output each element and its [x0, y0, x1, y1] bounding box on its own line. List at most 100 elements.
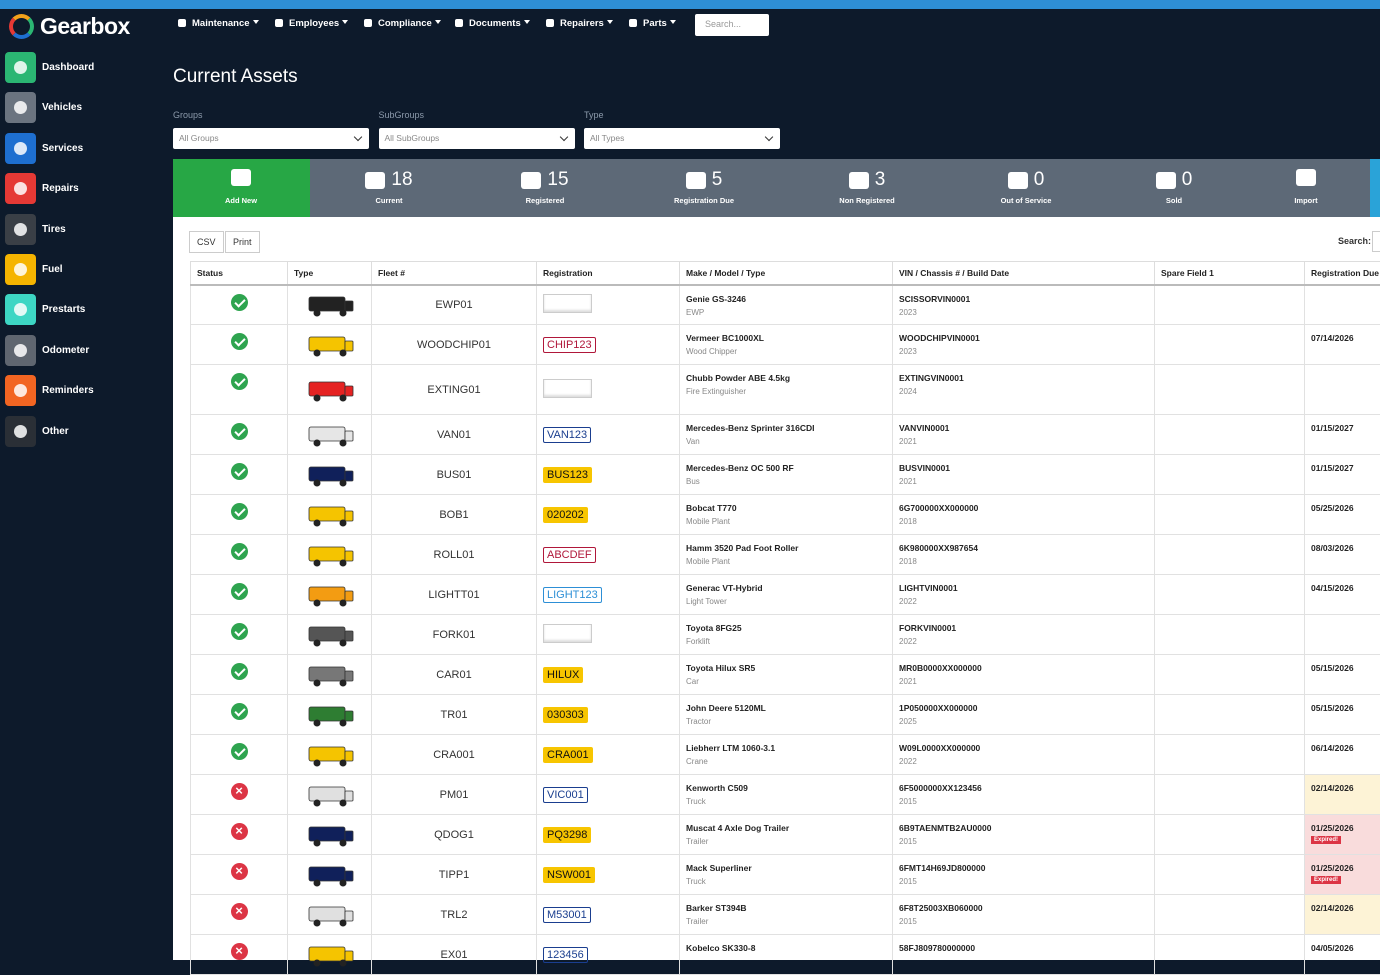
nav-item[interactable]: Parts: [629, 18, 676, 29]
nav-label: Repairers: [560, 18, 604, 29]
status-icon: [231, 823, 248, 840]
registration-plate: VAN123: [543, 427, 591, 443]
stat-label: Add New: [166, 196, 316, 205]
column-header[interactable]: Status: [191, 262, 288, 285]
nav-item[interactable]: Employees: [275, 18, 348, 29]
column-header[interactable]: Fleet #: [372, 262, 537, 285]
column-header[interactable]: Registration: [537, 262, 680, 285]
vin: 6FMT14H69JD800000: [899, 863, 1148, 873]
fleet-number: EXTING01: [372, 365, 537, 415]
registration-plate: 123456: [543, 947, 588, 963]
brand: Gearbox: [40, 13, 130, 40]
sidebar-item[interactable]: Odometer: [5, 335, 165, 366]
stat-top: 15: [470, 169, 620, 191]
table-button[interactable]: Print: [225, 231, 260, 253]
spare-field: [1155, 895, 1305, 935]
stat-count: 18: [391, 169, 412, 190]
status-cell: [191, 615, 288, 655]
sidebar-item[interactable]: Fuel: [5, 254, 165, 285]
sidebar-item[interactable]: Dashboard: [5, 52, 165, 83]
fleet-number: CRA001: [372, 735, 537, 775]
column-header[interactable]: Type: [288, 262, 372, 285]
sidebar-item[interactable]: Tires: [5, 214, 165, 245]
nav-item[interactable]: Documents: [455, 18, 530, 29]
column-header[interactable]: VIN / Chassis # / Build Date: [893, 262, 1155, 285]
due-date: 01/15/2027: [1311, 463, 1380, 473]
stat-icon: [1156, 172, 1176, 189]
filter-select[interactable]: All Types: [584, 128, 780, 149]
type-icon: [301, 539, 359, 569]
column-header[interactable]: Registration Due: [1305, 262, 1380, 285]
registration-cell: HILUX: [537, 655, 680, 695]
sidebar-icon: [5, 335, 36, 366]
sidebar-item[interactable]: Repairs: [5, 173, 165, 204]
nav-item[interactable]: Repairers: [546, 18, 613, 29]
stat-count: 0: [1182, 169, 1193, 190]
type-icon: [301, 939, 359, 969]
vin: BUSVIN0001: [899, 463, 1148, 473]
type-icon: [301, 619, 359, 649]
vin: W09L0000XX000000: [899, 743, 1148, 753]
make-model: Muscat 4 Axle Dog Trailer: [686, 823, 886, 833]
status-icon: [231, 903, 248, 920]
filter-select[interactable]: All SubGroups: [379, 128, 575, 149]
table-button[interactable]: CSV: [189, 231, 224, 253]
registration-plate: HILUX: [543, 667, 583, 683]
asset-type: Car: [686, 677, 886, 686]
stat-item[interactable]: Add New: [166, 159, 316, 217]
sidebar-item[interactable]: Other: [5, 416, 165, 447]
table-search[interactable]: [1372, 231, 1380, 252]
spare-field: [1155, 415, 1305, 455]
search-box[interactable]: Search...: [695, 14, 769, 36]
make-model: Toyota 8FG25: [686, 623, 886, 633]
registration-due: 02/14/2026: [1305, 775, 1380, 815]
registration-due: 07/14/2026: [1305, 325, 1380, 365]
nav-item[interactable]: Maintenance: [178, 18, 259, 29]
type-icon: [301, 659, 359, 689]
sidebar-item[interactable]: Prestarts: [5, 294, 165, 325]
stat-item[interactable]: Import: [1231, 159, 1380, 217]
column-header[interactable]: Make / Model / Type: [680, 262, 893, 285]
column-header[interactable]: Spare Field 1: [1155, 262, 1305, 285]
registration-plate: ABCDEF: [543, 547, 596, 563]
sidebar-item[interactable]: Reminders: [5, 375, 165, 406]
filter-select[interactable]: All Groups: [173, 128, 369, 149]
nav-item[interactable]: Compliance: [364, 18, 441, 29]
sidebar-item[interactable]: Vehicles: [5, 92, 165, 123]
sidebar-item[interactable]: Services: [5, 133, 165, 164]
vin: 6K980000XX987654: [899, 543, 1148, 553]
sidebar-label: Odometer: [42, 345, 89, 356]
filter-label: Groups: [173, 110, 203, 120]
registration-cell: BUS123: [537, 455, 680, 495]
registration-due: 04/15/2026: [1305, 575, 1380, 615]
